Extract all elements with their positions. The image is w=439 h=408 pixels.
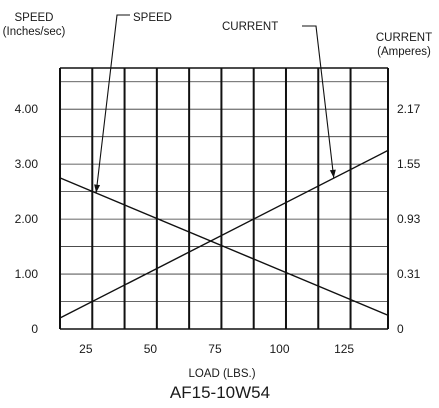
left-y-tick-label: 2.00 [15, 212, 39, 226]
speed-annotation-arrowhead [94, 184, 101, 193]
left-y-tick-label: 3.00 [15, 157, 39, 171]
speed-annotation-label: SPEED [133, 12, 172, 24]
tick-label-layer: 0 1.00 2.00 3.00 4.00 0 0.31 0.93 1.55 2.17 25 50 75… [15, 102, 421, 356]
left-y-tick-label: 1.00 [15, 267, 39, 281]
x-tick-label: 50 [144, 342, 158, 356]
right-y-tick-label: 1.55 [397, 157, 421, 171]
left-axis-title-line-2: (Inches/sec) [3, 26, 66, 38]
speed-annotation-leader [95, 14, 130, 193]
x-tick-label: 25 [79, 342, 93, 356]
left-y-tick-label: 4.00 [15, 102, 39, 116]
right-y-tick-label: 0.93 [397, 212, 421, 226]
chart-caption: AF15-10W54 [170, 383, 270, 402]
current-line [59, 149, 389, 319]
right-axis-title-line-1: CURRENT [376, 32, 432, 44]
left-y-tick-label: 0 [31, 322, 38, 336]
x-tick-label: 100 [270, 342, 290, 356]
right-y-tick-label: 2.17 [397, 102, 421, 116]
left-axis-title-line-1: SPEED [15, 12, 54, 24]
series-layer [59, 149, 389, 319]
right-y-tick-label: 0 [397, 322, 404, 336]
current-annotation-label: CURRENT [222, 21, 278, 33]
annotation-layer [94, 14, 336, 193]
current-annotation-arrowhead [329, 169, 336, 178]
current-annotation-leader [302, 25, 335, 178]
right-axis-title-line-2: (Amperes) [377, 46, 431, 58]
x-tick-label: 125 [334, 342, 354, 356]
speed-line [59, 177, 389, 316]
x-tick-label: 75 [208, 342, 222, 356]
x-axis-title: LOAD (LBS.) [188, 368, 255, 380]
grid-layer [59, 68, 389, 329]
plot-frame [60, 67, 388, 330]
right-y-tick-label: 0.31 [397, 267, 421, 281]
